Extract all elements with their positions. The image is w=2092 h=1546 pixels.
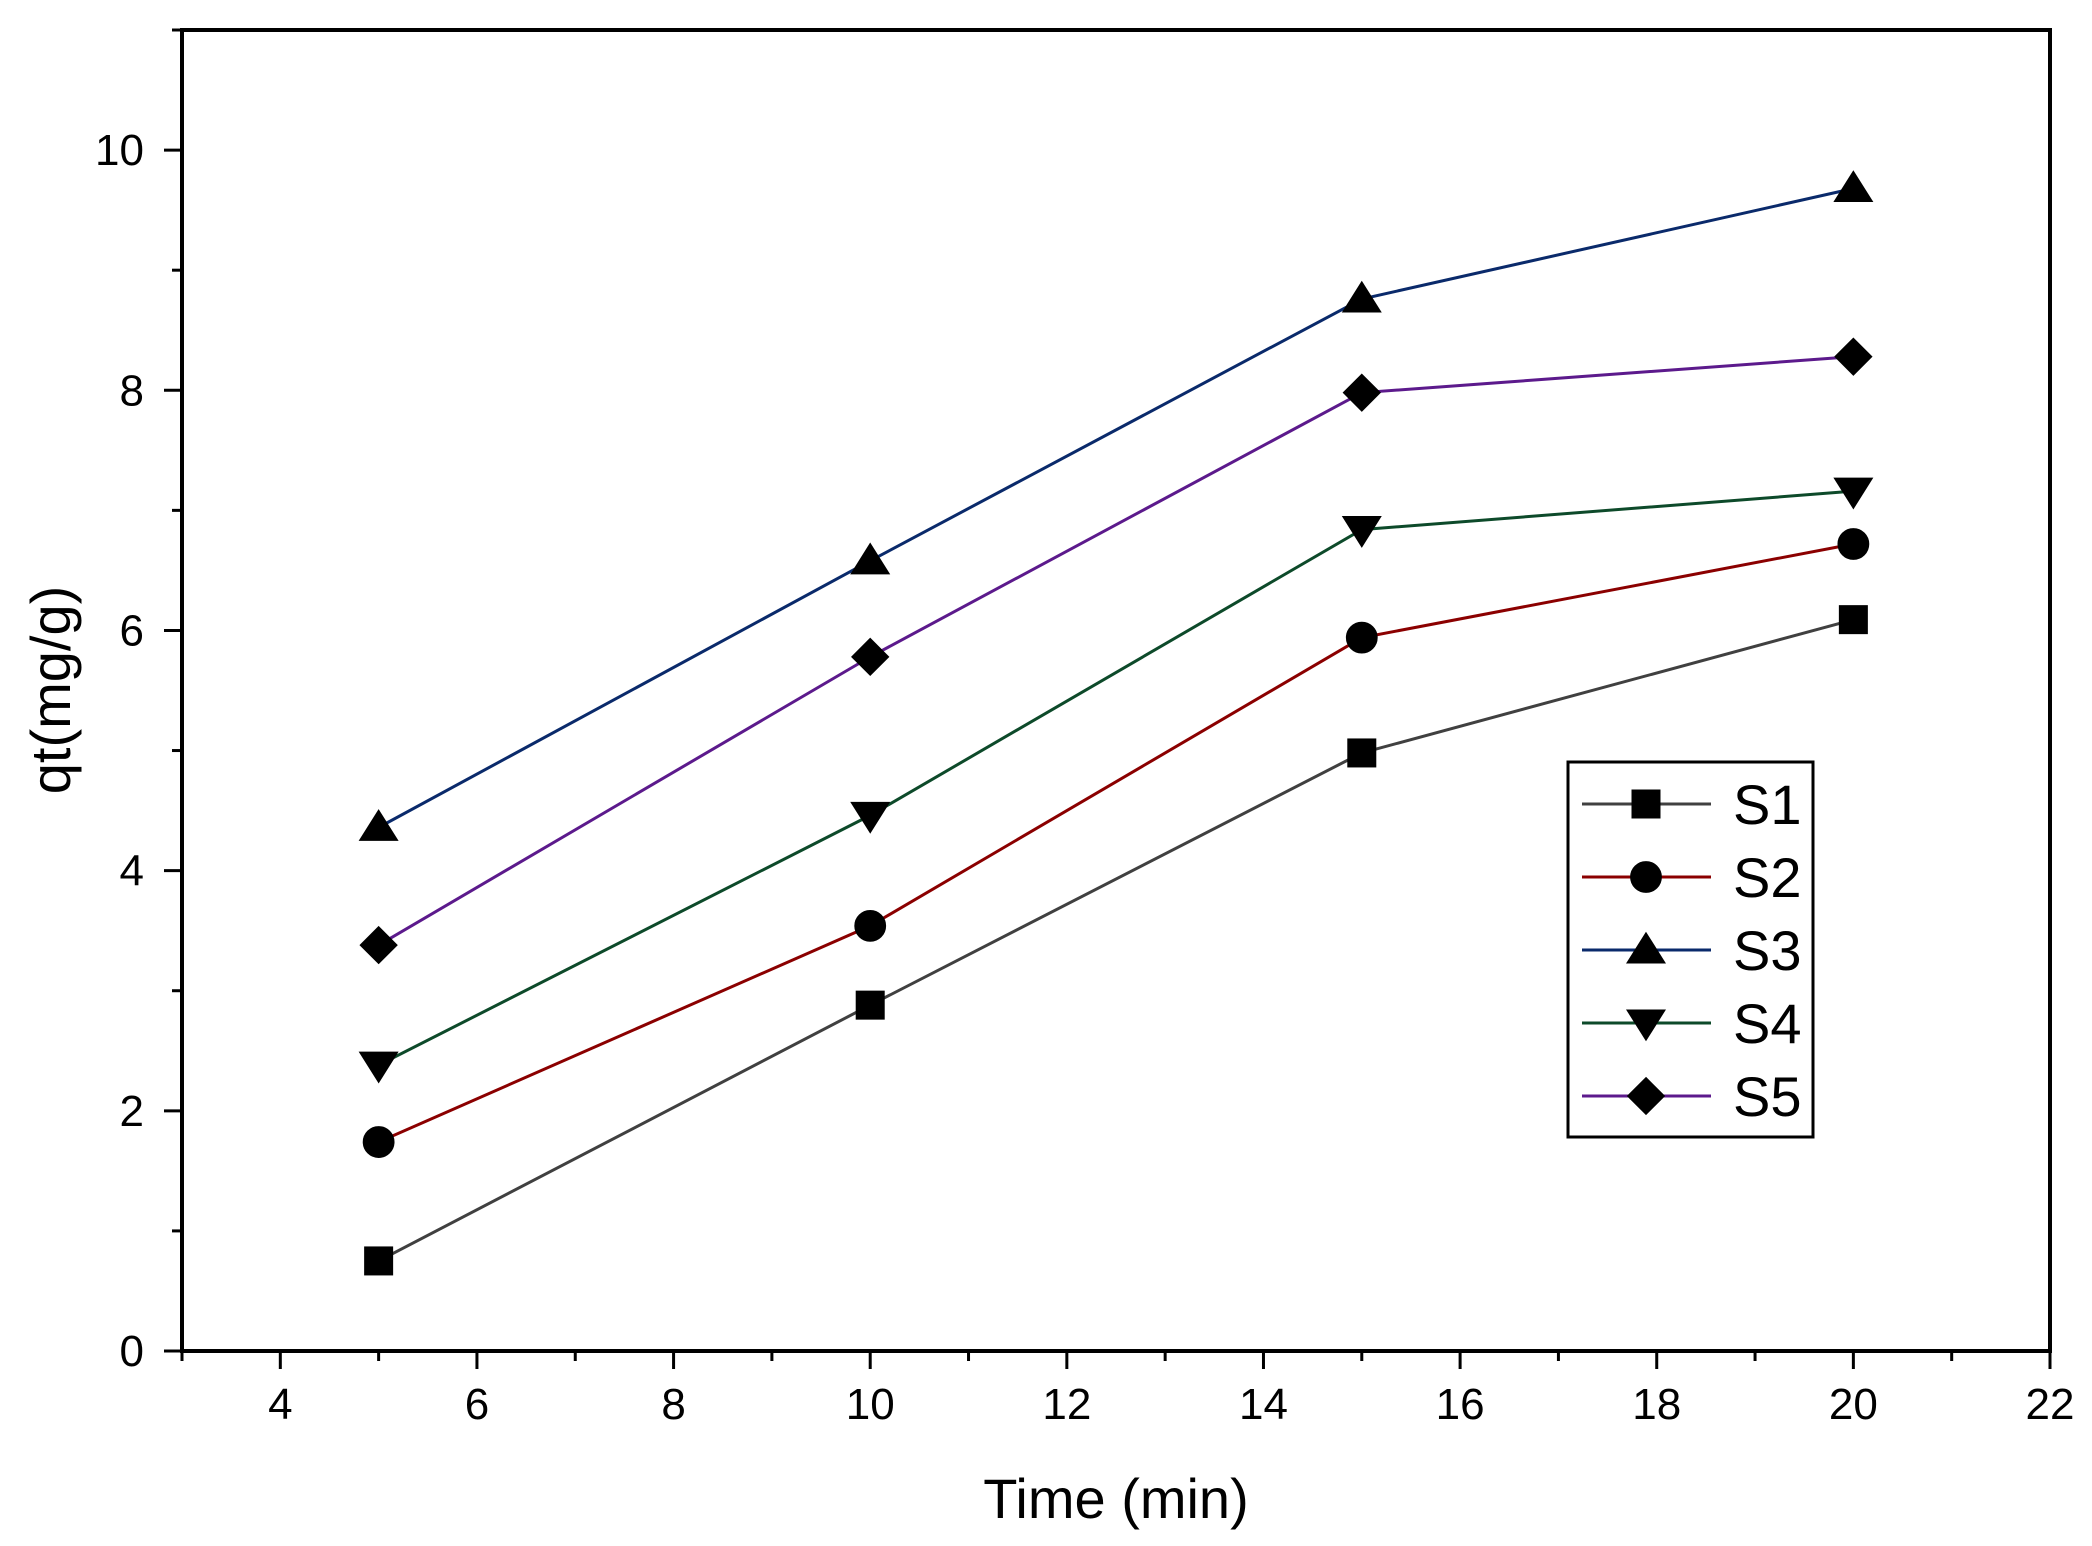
data-point-s3 (850, 542, 891, 575)
series-lines (377, 187, 1854, 1263)
data-point-s1 (364, 1246, 394, 1276)
y-tick-label: 2 (120, 1087, 144, 1136)
x-tick-label: 10 (846, 1380, 895, 1429)
series-line-s3 (377, 187, 1854, 829)
data-point-s3 (358, 809, 399, 841)
data-point-s2 (854, 909, 887, 942)
data-point-s5 (359, 925, 398, 965)
x-tick-label: 12 (1042, 1380, 1091, 1429)
axis-ticks (164, 28, 2052, 1369)
x-tick-label: 8 (661, 1380, 685, 1429)
series-markers (358, 170, 1874, 1276)
data-point-s4 (1833, 477, 1874, 510)
x-tick-label: 22 (2026, 1380, 2075, 1429)
legend-marker-s4 (1625, 1009, 1667, 1042)
plot-frame (180, 28, 2052, 1353)
data-point-s4 (358, 1051, 399, 1084)
x-tick-label: 20 (1829, 1380, 1878, 1429)
x-tick-label: 18 (1632, 1380, 1681, 1429)
series-line-s5 (377, 355, 1854, 947)
legend-label-s3: S3 (1733, 919, 1802, 982)
y-axis-title: qt(mg/g) (19, 586, 82, 795)
series-line-s1 (377, 618, 1854, 1263)
legend-marker-s3 (1625, 931, 1667, 964)
data-point-s4 (850, 801, 891, 834)
legend-marker-s2 (1630, 861, 1662, 893)
x-tick-label: 14 (1239, 1380, 1288, 1429)
legend-marker-s5 (1626, 1076, 1666, 1116)
data-point-s1 (1838, 605, 1868, 635)
legend-label-s5: S5 (1733, 1065, 1802, 1128)
legend-label-s2: S2 (1733, 846, 1802, 909)
series-line-s4 (377, 489, 1854, 1067)
x-tick-label: 4 (268, 1380, 292, 1429)
data-point-s5 (851, 637, 890, 677)
y-tick-label: 10 (95, 126, 144, 175)
data-point-s3 (1833, 170, 1874, 203)
y-tick-label: 8 (120, 366, 144, 415)
x-axis-title: Time (min) (983, 1467, 1248, 1530)
series-line-s2 (378, 542, 1854, 1144)
data-point-s4 (1341, 516, 1382, 548)
data-point-s1 (1347, 738, 1377, 768)
legend: S1 S2 S3 S4 S5 (1566, 760, 1815, 1139)
data-point-s1 (855, 990, 885, 1020)
data-point-s2 (362, 1126, 395, 1158)
legend-marker-s1 (1631, 789, 1661, 819)
data-point-s5 (1834, 337, 1873, 376)
legend-label-s4: S4 (1733, 992, 1802, 1055)
y-tick-label: 0 (120, 1327, 144, 1376)
data-point-s2 (1837, 528, 1870, 560)
data-point-s3 (1341, 280, 1382, 313)
x-tick-label: 16 (1436, 1380, 1485, 1429)
data-point-s5 (1342, 373, 1381, 412)
tick-labels: 4 6 8 10 12 14 16 18 20 22 0 2 4 6 8 10 (95, 126, 2074, 1429)
y-tick-label: 4 (120, 847, 144, 896)
data-point-s2 (1345, 621, 1378, 654)
y-tick-label: 6 (120, 606, 144, 655)
legend-label-s1: S1 (1733, 773, 1802, 836)
x-tick-label: 6 (465, 1380, 489, 1429)
